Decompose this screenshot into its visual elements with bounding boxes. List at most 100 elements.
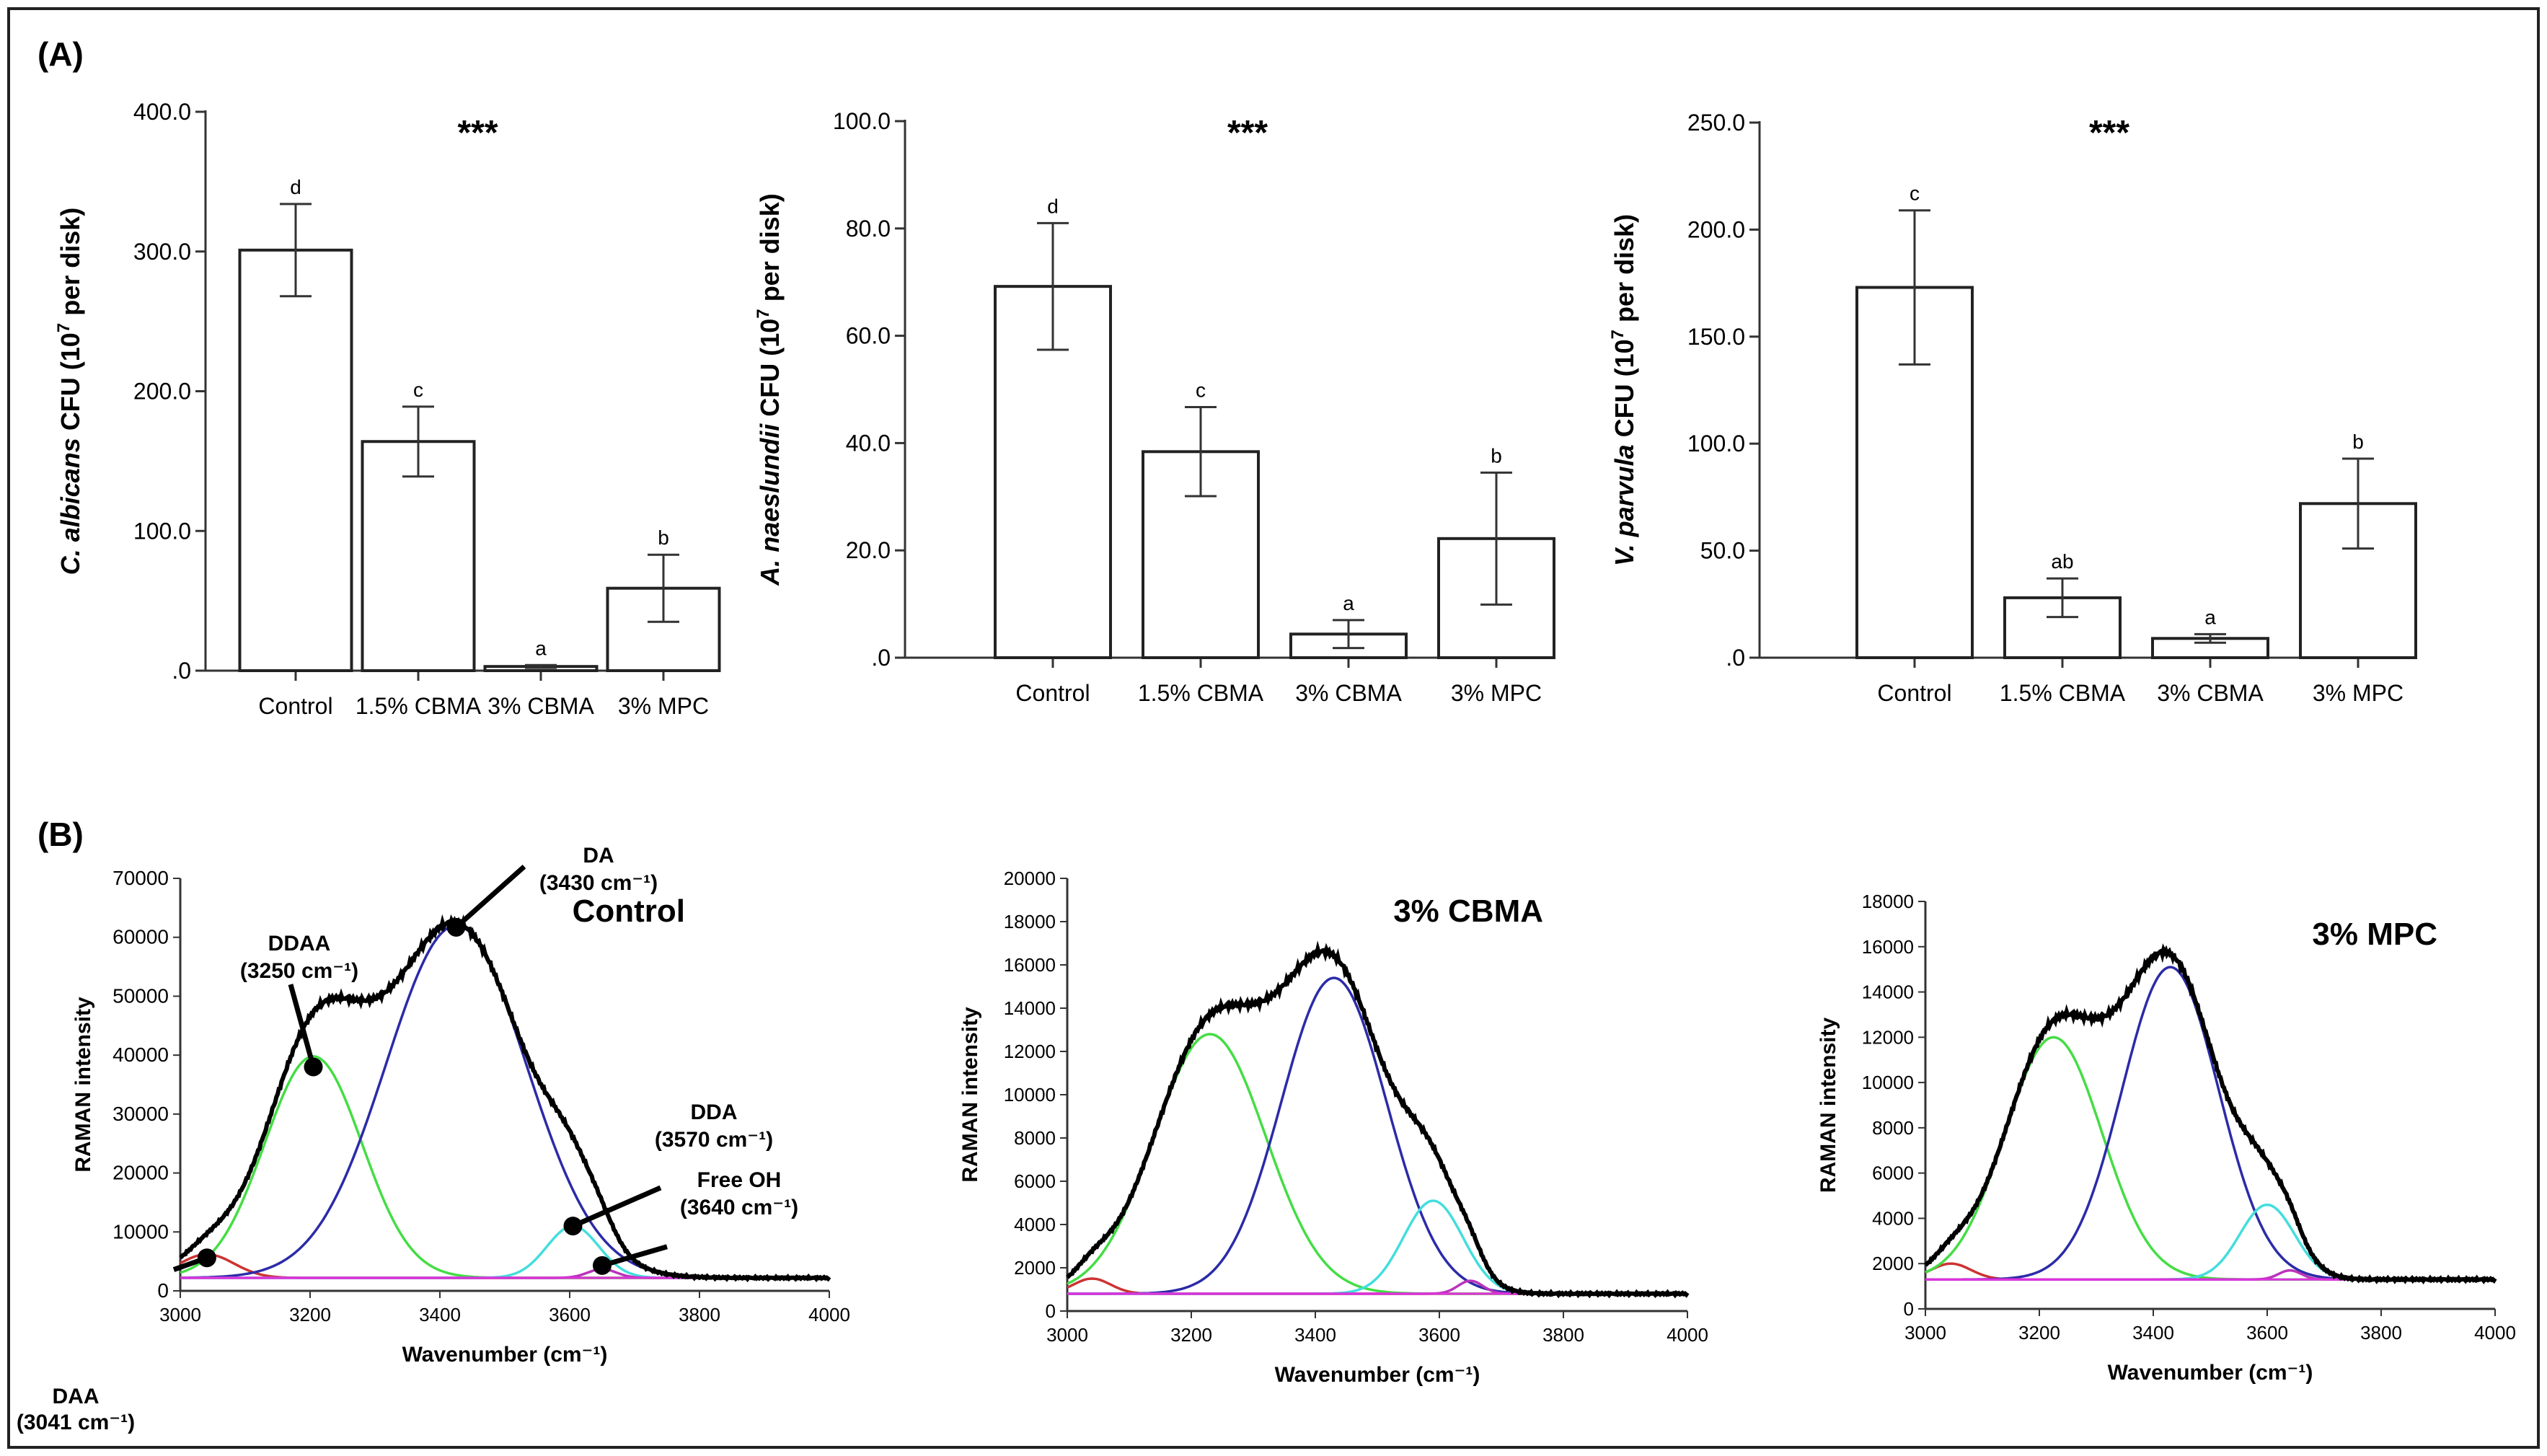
y-tick-label: 60.0 [846, 323, 891, 349]
raman-total-spectrum [1924, 943, 2497, 1285]
x-tick-label: 1.5% CBMA [1138, 680, 1264, 706]
x-tick-label: 3% CBMA [1295, 680, 1402, 706]
y-tick-label: 50.0 [1700, 538, 1745, 564]
raman-total-spectrum [1066, 940, 1690, 1299]
y-tick-label: 0 [1904, 1298, 1914, 1320]
y-tick-label: 10000 [1862, 1072, 1914, 1093]
significance-letter: c [1910, 182, 1920, 205]
x-tick-label: Control [1877, 680, 1951, 706]
y-axis-label-exponent: 7 [1608, 330, 1628, 339]
significance-letter: c [1196, 379, 1206, 402]
significance-letter: d [290, 176, 301, 198]
y-axis-label-organism: C. albicans [56, 438, 85, 575]
annotation-dot [593, 1256, 612, 1275]
y-axis-label: A. naeslundii CFU (107 per disk) [754, 193, 785, 586]
y-tick-label: .0 [871, 645, 891, 671]
x-tick-label: Control [258, 693, 332, 719]
y-tick-label: 8000 [1872, 1117, 1914, 1139]
y-axis-label-exponent: 7 [754, 309, 773, 318]
y-tick-label: 150.0 [1687, 324, 1745, 350]
annotation-label: DDA [691, 1100, 738, 1124]
bar-chart-2: .0 20.0 40.0 60.0 80.0 100.0 Control d 1.5% CBMA… [754, 108, 1555, 706]
significance-letter: ab [2051, 550, 2073, 573]
bar [361, 440, 476, 672]
y-tick-label: 0 [157, 1279, 169, 1302]
y-tick-label: 100.0 [1687, 431, 1745, 456]
y-axis-label: RAMAN intensity [71, 997, 95, 1173]
annotation-pointer [572, 1185, 662, 1229]
x-tick-label: 4000 [2474, 1322, 2516, 1344]
bar-chart-1: .0 100.0 200.0 300.0 400.0 Control d 1.5% CBMA c… [54, 99, 721, 719]
annotation-pointer [454, 865, 526, 930]
peak-da [1067, 976, 1687, 1295]
x-tick-label: Control [1015, 680, 1090, 706]
annotation-label: DAA [53, 1385, 100, 1408]
raman-chart-3: 0 2000 4000 6000 8000 10000 12000 14000 16000 180… [1817, 891, 2516, 1385]
x-tick-label: 1.5% CBMA [356, 693, 482, 719]
annotation-dot [304, 1057, 323, 1077]
x-tick-label: 3200 [289, 1304, 331, 1325]
y-tick-label: 2000 [1872, 1253, 1914, 1274]
y-tick-label: 40.0 [846, 430, 891, 456]
y-tick-label: 6000 [1872, 1162, 1914, 1184]
peak-dda [180, 1225, 829, 1279]
x-axis-label: Wavenumber (cm⁻¹) [402, 1343, 608, 1367]
y-tick-label: 200.0 [1687, 216, 1745, 242]
annotation-label: Free OH [697, 1168, 782, 1192]
y-axis-label: RAMAN intensity [958, 1007, 982, 1183]
annotation-pointer [601, 1244, 668, 1269]
significance-letter: b [1491, 444, 1502, 467]
y-tick-label: 20.0 [846, 537, 891, 563]
y-tick-label: 20000 [1004, 868, 1056, 889]
x-tick-label: 3000 [1046, 1324, 1088, 1346]
significance-stars: *** [2089, 114, 2129, 152]
spectrum-title: 3% MPC [2312, 917, 2437, 952]
annotation-wavenumber: (3640 cm⁻¹) [680, 1196, 798, 1219]
y-tick-label: .0 [1726, 645, 1745, 671]
annotation-wavenumber: (3430 cm⁻¹) [539, 871, 658, 895]
x-tick-label: 3800 [1542, 1324, 1584, 1346]
y-tick-label: 0 [1046, 1300, 1056, 1322]
y-axis-label-organism: V. parvula [1610, 444, 1639, 566]
x-tick-label: 3% MPC [618, 693, 709, 719]
y-axis-label: RAMAN intensity [1817, 1018, 1840, 1194]
x-tick-label: 4000 [808, 1304, 850, 1325]
x-tick-label: 3000 [1904, 1322, 1946, 1344]
figure-frame [7, 7, 2540, 1449]
y-tick-label: 16000 [1004, 954, 1056, 976]
x-tick-label: 3% MPC [2313, 680, 2403, 706]
annotation-label: DA [583, 844, 614, 868]
y-tick-label: 300.0 [133, 239, 191, 265]
y-tick-label: 12000 [1862, 1026, 1914, 1048]
significance-letter: a [535, 637, 547, 659]
y-tick-label: 18000 [1862, 891, 1914, 912]
y-tick-label: 20000 [112, 1162, 169, 1184]
y-tick-label: .0 [172, 658, 191, 684]
y-axis-label-end: per disk) [56, 208, 85, 323]
spectrum-title: 3% CBMA [1393, 894, 1543, 929]
raman-total-spectrum [179, 914, 831, 1283]
significance-stars: *** [1227, 114, 1268, 152]
x-tick-label: 3000 [159, 1304, 201, 1325]
annotation-wavenumber: (3041 cm⁻¹) [17, 1411, 135, 1434]
significance-letter: a [2204, 606, 2216, 628]
y-tick-label: 50000 [112, 984, 169, 1007]
annotation-dot [446, 917, 466, 937]
y-tick-label: 10000 [1004, 1084, 1056, 1106]
y-tick-label: 400.0 [133, 99, 191, 125]
peak-da [1925, 966, 2495, 1281]
x-tick-label: 3% CBMA [487, 693, 594, 719]
x-tick-label: 3600 [2246, 1322, 2288, 1344]
annotation-dot [563, 1217, 583, 1236]
x-tick-label: 3400 [2132, 1322, 2174, 1344]
y-axis-label-end: per disk) [1610, 214, 1639, 330]
y-tick-label: 60000 [112, 926, 169, 948]
x-tick-label: 3600 [1418, 1324, 1460, 1346]
raman-chart-2: 0 2000 4000 6000 8000 10000 12000 14000 16000 180… [958, 868, 1708, 1387]
x-axis-label: Wavenumber (cm⁻¹) [1275, 1363, 1480, 1387]
x-axis-label: Wavenumber (cm⁻¹) [2108, 1361, 2313, 1385]
y-tick-label: 16000 [1862, 936, 1914, 958]
y-axis-label: C. albicans CFU (107 per disk) [54, 208, 85, 575]
y-axis-label-unit: CFU (10 [1610, 339, 1639, 444]
